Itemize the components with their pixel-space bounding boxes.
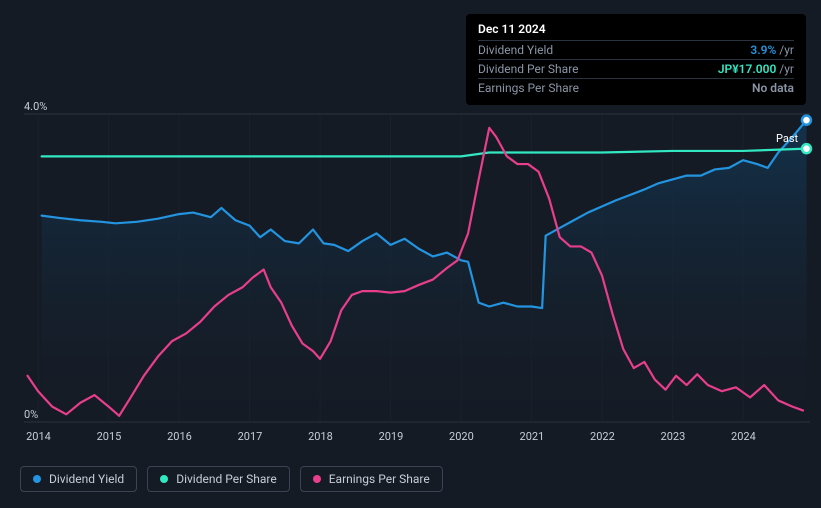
legend-dot — [160, 475, 168, 483]
x-axis-label: 2021 — [520, 430, 545, 443]
tooltip-row-label: Dividend Per Share — [478, 62, 579, 76]
x-axis-label: 2015 — [97, 430, 122, 443]
legend-label: Earnings Per Share — [329, 472, 430, 486]
past-label: Past — [776, 132, 798, 145]
tooltip-row: Dividend Yield 3.9% /yr — [478, 40, 794, 59]
legend-label: Dividend Per Share — [176, 472, 277, 486]
tooltip-row: Earnings Per Share No data — [478, 78, 794, 97]
tooltip-row-label: Dividend Yield — [478, 43, 553, 57]
legend-item[interactable]: Earnings Per Share — [300, 466, 443, 492]
x-axis-label: 2019 — [379, 430, 404, 443]
legend-item[interactable]: Dividend Yield — [20, 466, 137, 492]
x-axis-label: 2014 — [26, 430, 51, 443]
legend-label: Dividend Yield — [49, 472, 124, 486]
x-axis-label: 2022 — [590, 430, 615, 443]
legend-dot — [313, 475, 321, 483]
tooltip-row-value: 3.9% /yr — [750, 43, 794, 57]
x-axis-label: 2024 — [731, 430, 756, 443]
chart-tooltip: Dec 11 2024 Dividend Yield3.9% /yrDivide… — [466, 14, 806, 105]
x-axis-label: 2018 — [308, 430, 333, 443]
legend: Dividend Yield Dividend Per Share Earnings… — [20, 466, 443, 492]
x-axis-label: 2016 — [167, 430, 192, 443]
x-axis-label: 2017 — [238, 430, 263, 443]
y-axis-label-bottom: 0% — [24, 408, 38, 421]
x-axis-label: 2020 — [449, 430, 474, 443]
tooltip-row-value: No data — [752, 81, 794, 95]
tooltip-row-value: JP¥17.000 /yr — [718, 62, 794, 76]
tooltip-row: Dividend Per Share JP¥17.000 /yr — [478, 59, 794, 78]
legend-dot — [33, 475, 41, 483]
tooltip-date: Dec 11 2024 — [478, 22, 794, 40]
y-axis-label-top: 4.0% — [24, 100, 47, 113]
tooltip-row-label: Earnings Per Share — [478, 81, 579, 95]
x-axis-label: 2023 — [661, 430, 686, 443]
legend-item[interactable]: Dividend Per Share — [147, 466, 290, 492]
